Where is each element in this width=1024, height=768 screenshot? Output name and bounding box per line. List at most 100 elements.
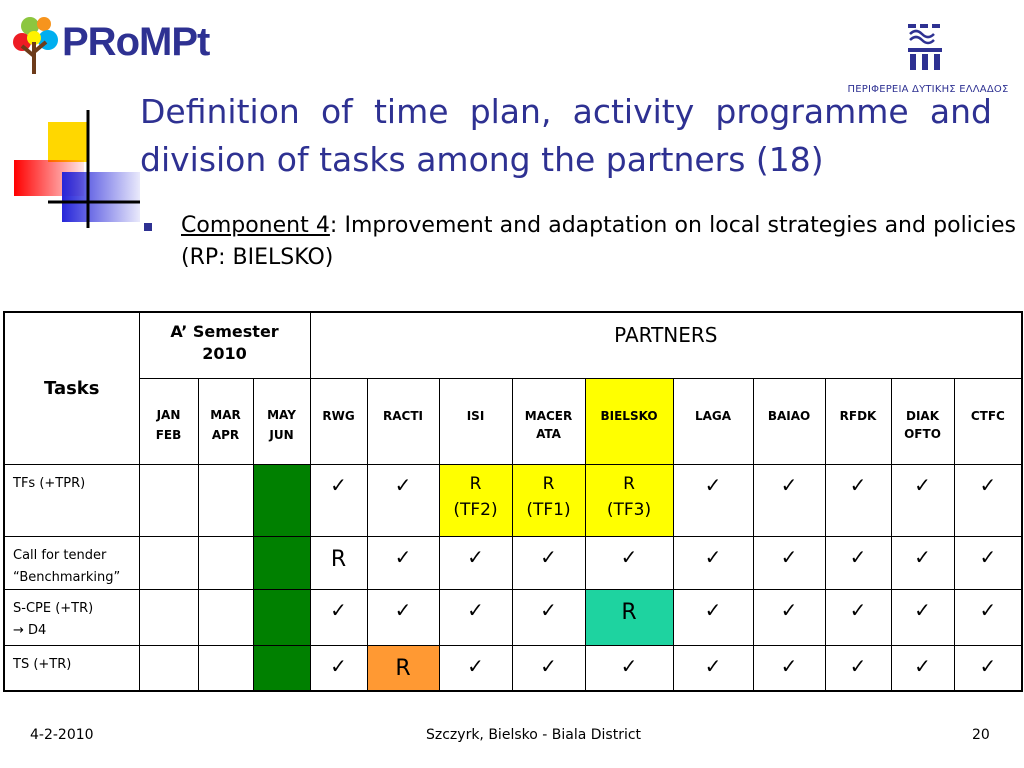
check-cell: ✓ — [824, 644, 892, 692]
check-cell: ✓ — [824, 463, 892, 537]
task-row: S-CPE (+TR) → D4 ✓ ✓ ✓ ✓ R ✓ ✓ ✓ ✓ ✓ — [3, 588, 1023, 646]
month-header: MAR APR — [197, 377, 254, 465]
task-name: S-CPE (+TR) — [13, 600, 94, 616]
responsible-cell: R (TF2) — [438, 463, 513, 537]
footer-location: Szczyrk, Bielsko - Biala District — [426, 727, 642, 743]
check-cell: ✓ — [953, 644, 1023, 692]
check-icon: ✓ — [330, 597, 347, 622]
month-cell — [197, 588, 254, 646]
month-label: MAY — [267, 407, 296, 422]
responsible-mark: R — [542, 473, 555, 494]
month-label: MAR — [210, 407, 241, 422]
check-cell: ✓ — [752, 588, 826, 646]
check-cell: ✓ — [309, 644, 368, 692]
check-icon: ✓ — [620, 544, 638, 569]
responsible-mark: R — [469, 473, 482, 494]
task-table: Tasks A’ Semester 2010 PARTNERS JAN FEB MA… — [3, 311, 1024, 692]
check-icon: ✓ — [704, 472, 722, 497]
region-logo — [836, 22, 1020, 102]
check-cell: ✓ — [438, 535, 513, 590]
check-icon: ✓ — [979, 597, 997, 622]
responsible-cell: R — [584, 588, 674, 646]
check-icon: ✓ — [540, 597, 557, 622]
prompt-logo — [8, 12, 218, 82]
task-row: TS (+TR) ✓ R ✓ ✓ ✓ ✓ ✓ ✓ ✓ ✓ — [3, 644, 1023, 692]
check-icon: ✓ — [849, 597, 867, 622]
check-cell: ✓ — [953, 535, 1023, 590]
check-cell: ✓ — [438, 588, 513, 646]
check-icon: ✓ — [394, 597, 412, 622]
check-cell: ✓ — [366, 463, 440, 537]
partner-label: BIELSKO — [600, 408, 658, 423]
check-icon: ✓ — [849, 544, 867, 569]
month-label: FEB — [155, 427, 182, 442]
responsible-cell: R (TF3) — [584, 463, 674, 537]
month-label: JAN — [156, 407, 181, 422]
semester-header: A’ Semester 2010 — [138, 311, 311, 379]
task-name: “Benchmarking” — [13, 569, 121, 585]
footer-date: 4-2-2010 — [30, 727, 94, 743]
partner-label: BAIAO — [767, 408, 811, 423]
check-cell: ✓ — [752, 463, 826, 537]
month-cell — [252, 535, 311, 590]
partner-header: RFDK — [824, 377, 892, 465]
partner-label: RACTI — [383, 408, 423, 423]
region-emblem-icon — [908, 24, 942, 70]
check-icon: ✓ — [780, 544, 798, 569]
check-icon: ✓ — [780, 472, 798, 497]
partner-header: BAIAO — [752, 377, 826, 465]
check-icon: ✓ — [979, 544, 997, 569]
semester-header-line2: 2010 — [202, 344, 247, 363]
check-cell: ✓ — [309, 588, 368, 646]
check-cell: ✓ — [752, 644, 826, 692]
task-name: TFs (+TPR) — [13, 475, 86, 491]
check-icon: ✓ — [394, 472, 412, 497]
check-icon: ✓ — [467, 544, 484, 569]
check-cell: ✓ — [511, 644, 586, 692]
partner-header: LAGA — [672, 377, 754, 465]
check-icon: ✓ — [849, 653, 867, 678]
partner-label: ISI — [466, 408, 485, 423]
check-cell: ✓ — [584, 535, 674, 590]
check-cell: ✓ — [309, 463, 368, 537]
responsible-cell: R (TF1) — [511, 463, 586, 537]
check-cell: ✓ — [511, 588, 586, 646]
check-icon: ✓ — [704, 653, 722, 678]
task-name: → D4 — [13, 622, 47, 638]
partner-label: RFDK — [839, 408, 877, 423]
check-icon: ✓ — [780, 597, 798, 622]
task-name-cell: TFs (+TPR) — [3, 463, 140, 537]
task-name: Call for tender — [13, 547, 107, 563]
partner-label: RWG — [322, 408, 355, 423]
tree-icon — [13, 17, 58, 74]
check-cell: ✓ — [890, 588, 955, 646]
partner-header: ISI — [438, 377, 513, 465]
footer-page-number: 20 — [972, 727, 990, 743]
task-force-label: (TF3) — [606, 499, 652, 520]
partner-header: RWG — [309, 377, 368, 465]
month-cell — [252, 463, 311, 537]
month-cell — [138, 535, 199, 590]
partner-label: MACER — [524, 408, 573, 423]
task-name-cell: TS (+TR) — [3, 644, 140, 692]
check-icon: ✓ — [979, 653, 997, 678]
month-cell — [138, 463, 199, 537]
responsible-mark: R — [330, 546, 347, 572]
task-name: TS (+TR) — [13, 656, 72, 672]
check-icon: ✓ — [780, 653, 798, 678]
responsible-mark: R — [395, 655, 411, 681]
check-cell: ✓ — [366, 535, 440, 590]
decorative-squares — [0, 100, 140, 230]
check-icon: ✓ — [914, 653, 931, 678]
partner-header: RACTI — [366, 377, 440, 465]
check-icon: ✓ — [914, 544, 931, 569]
partner-header: CTFC — [953, 377, 1023, 465]
tasks-header: Tasks — [3, 311, 140, 465]
month-label: JUN — [269, 427, 294, 442]
check-cell: ✓ — [953, 463, 1023, 537]
check-cell: ✓ — [672, 644, 754, 692]
header-row-1: Tasks A’ Semester 2010 PARTNERS — [3, 311, 1023, 465]
partner-label: DIAK — [906, 408, 940, 423]
responsible-mark: R — [621, 599, 637, 625]
month-cell — [197, 535, 254, 590]
